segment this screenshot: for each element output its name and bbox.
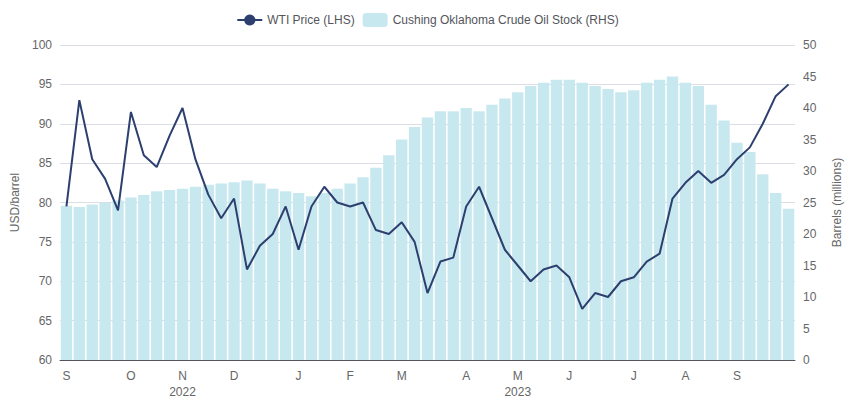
svg-text:USD/barrel: USD/barrel: [8, 173, 22, 232]
svg-text:45: 45: [803, 70, 817, 84]
svg-text:40: 40: [803, 101, 817, 115]
svg-text:95: 95: [39, 77, 53, 91]
svg-text:35: 35: [803, 133, 817, 147]
svg-text:30: 30: [803, 164, 817, 178]
svg-text:F: F: [346, 369, 353, 383]
svg-text:J: J: [631, 369, 637, 383]
svg-text:50: 50: [803, 38, 817, 52]
svg-text:Barrels (millions): Barrels (millions): [830, 158, 844, 247]
svg-text:A: A: [462, 369, 470, 383]
svg-text:2022: 2022: [169, 385, 196, 399]
svg-text:80: 80: [39, 196, 53, 210]
svg-text:25: 25: [803, 196, 817, 210]
svg-text:2023: 2023: [504, 385, 531, 399]
svg-text:D: D: [230, 369, 239, 383]
svg-text:75: 75: [39, 235, 53, 249]
svg-text:O: O: [126, 369, 135, 383]
svg-text:J: J: [296, 369, 302, 383]
svg-text:100: 100: [32, 38, 52, 52]
svg-text:10: 10: [803, 290, 817, 304]
svg-text:S: S: [733, 369, 741, 383]
svg-text:WTI Price (LHS): WTI Price (LHS): [267, 13, 354, 27]
svg-text:20: 20: [803, 227, 817, 241]
svg-text:90: 90: [39, 117, 53, 131]
svg-text:M: M: [397, 369, 407, 383]
svg-text:Cushing Oklahoma Crude Oil Sto: Cushing Oklahoma Crude Oil Stock (RHS): [393, 13, 619, 27]
svg-text:5: 5: [803, 322, 810, 336]
svg-text:A: A: [681, 369, 689, 383]
svg-text:60: 60: [39, 353, 53, 367]
svg-text:S: S: [62, 369, 70, 383]
svg-text:70: 70: [39, 274, 53, 288]
svg-text:N: N: [178, 369, 187, 383]
svg-text:65: 65: [39, 314, 53, 328]
svg-text:15: 15: [803, 259, 817, 273]
svg-text:85: 85: [39, 156, 53, 170]
svg-text:J: J: [566, 369, 572, 383]
svg-text:M: M: [513, 369, 523, 383]
svg-text:0: 0: [803, 353, 810, 367]
